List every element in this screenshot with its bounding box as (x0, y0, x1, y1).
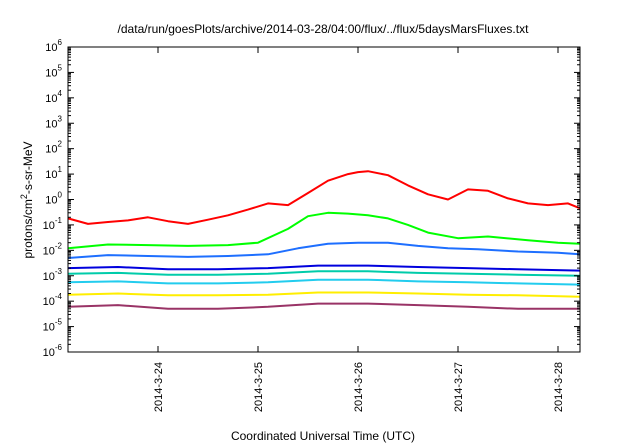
series-layer (67, 170, 581, 310)
y-tick-base: 10 (45, 67, 57, 79)
y-tick-exponent: 4 (58, 89, 63, 98)
y-tick-exponent: -6 (55, 343, 63, 352)
x-tick-label: 2014-3-28 (553, 362, 565, 412)
y-tick-label: 102 (45, 140, 62, 156)
y-tick-label: 103 (45, 114, 62, 130)
y-tick-base: 10 (45, 93, 57, 105)
y-tick-base: 10 (43, 271, 55, 283)
y-axis-label-sup: 2 (19, 194, 29, 199)
y-tick-exponent: -1 (55, 216, 63, 225)
y-tick-label: 101 (45, 165, 62, 181)
y-ticks: 10-610-510-410-310-210-11001011021031041… (43, 38, 580, 359)
y-tick-exponent: -4 (55, 292, 63, 301)
y-tick-exponent: 3 (58, 114, 63, 123)
x-tick-label: 2014-3-26 (353, 362, 365, 412)
y-tick-label: 100 (45, 191, 62, 207)
svg-text:protons/cm2-s-sr-MeV: protons/cm2-s-sr-MeV (19, 141, 35, 258)
y-tick-exponent: -3 (55, 267, 63, 276)
y-tick-label: 10-5 (43, 318, 63, 334)
y-tick-base: 10 (43, 245, 55, 257)
y-tick-exponent: -2 (55, 241, 63, 250)
y-tick-label: 104 (45, 89, 62, 105)
y-tick-base: 10 (45, 144, 57, 156)
y-axis-label-rest: -s-sr-MeV (21, 141, 35, 194)
y-tick-base: 10 (43, 347, 55, 359)
y-tick-base: 10 (45, 42, 57, 54)
y-axis-label: protons/cm2-s-sr-MeV (19, 141, 35, 258)
x-tick-label: 2014-3-25 (253, 362, 265, 412)
y-tick-label: 105 (45, 63, 62, 79)
chart-title: /data/run/goesPlots/archive/2014-03-28/0… (118, 22, 530, 36)
y-tick-exponent: 6 (58, 38, 63, 47)
y-axis-label-main: protons/cm (21, 199, 35, 258)
y-tick-exponent: 1 (58, 165, 63, 174)
x-tick-label: 2014-3-27 (453, 362, 465, 412)
x-tick-label: 2014-3-24 (153, 362, 165, 412)
series-line-1 (67, 211, 581, 250)
y-tick-base: 10 (45, 195, 57, 207)
series-line-5 (67, 278, 581, 286)
y-tick-base: 10 (43, 322, 55, 334)
y-tick-label: 10-3 (43, 267, 63, 283)
y-tick-base: 10 (45, 118, 57, 130)
y-tick-base: 10 (43, 296, 55, 308)
plot-frame (67, 46, 581, 353)
y-tick-exponent: 0 (58, 191, 63, 200)
y-tick-exponent: 5 (58, 63, 63, 72)
series-line-2 (67, 241, 581, 259)
y-tick-base: 10 (43, 220, 55, 232)
y-tick-label: 10-2 (43, 241, 63, 257)
y-tick-base: 10 (45, 169, 57, 181)
y-tick-exponent: -5 (55, 318, 63, 327)
series-line-7 (67, 302, 580, 310)
x-ticks: 2014-3-24 2014-3-25 2014-3-26 2014-3-27 2014… (153, 47, 565, 412)
y-tick-label: 10-6 (43, 343, 63, 359)
series-line-0 (67, 170, 581, 225)
series-line-3 (67, 264, 581, 272)
y-tick-label: 10-1 (43, 216, 63, 232)
series-line-6 (67, 291, 581, 298)
y-tick-exponent: 2 (58, 140, 63, 149)
x-axis-label: Coordinated Universal Time (UTC) (231, 429, 415, 443)
y-tick-label: 10-4 (43, 292, 63, 308)
y-tick-label: 106 (45, 38, 62, 54)
series-line-4 (67, 270, 581, 277)
